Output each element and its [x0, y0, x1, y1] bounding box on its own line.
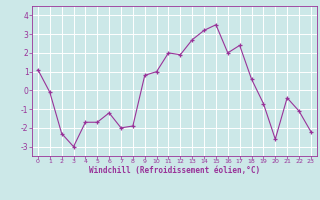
X-axis label: Windchill (Refroidissement éolien,°C): Windchill (Refroidissement éolien,°C) — [89, 166, 260, 175]
